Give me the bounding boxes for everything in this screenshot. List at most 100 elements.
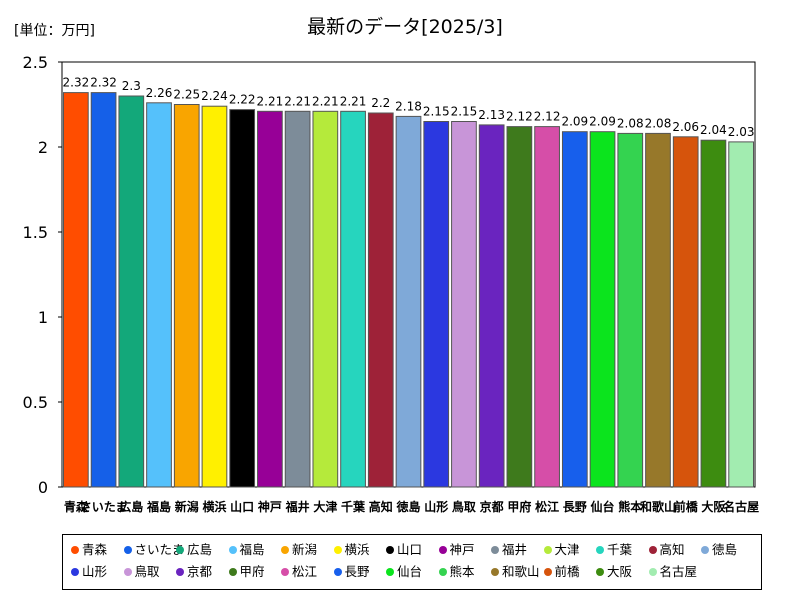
- legend-color-dot: [386, 568, 394, 576]
- legend-item: 千葉: [596, 542, 632, 558]
- bar: [118, 95, 145, 488]
- legend-color-dot: [281, 568, 289, 576]
- legend-color-dot: [228, 546, 237, 554]
- legend-label: 青森: [82, 542, 108, 557]
- bar-value-label: 2.08: [617, 116, 644, 130]
- x-tick-label: 大阪: [701, 499, 726, 514]
- bar: [146, 102, 172, 488]
- x-tick-label: 鳥取: [452, 499, 476, 514]
- bar-value-label: 2.03: [728, 125, 755, 139]
- bar-value-label: 2.22: [229, 93, 256, 107]
- y-tick-label: 0: [38, 478, 48, 497]
- legend-color-dot: [123, 568, 132, 576]
- legend-color-dot: [176, 568, 184, 576]
- legend-label: 前橋: [554, 564, 580, 579]
- legend-item: 前橋: [543, 564, 580, 580]
- bar: [617, 132, 644, 488]
- bar-value-label: 2.32: [90, 76, 117, 90]
- bar: [672, 136, 699, 488]
- legend-label: 神戸: [449, 542, 475, 557]
- bar: [63, 92, 89, 488]
- bar: [451, 121, 477, 488]
- x-tick-label: 前橋: [674, 499, 699, 514]
- legend-label: 山形: [82, 564, 108, 579]
- x-tick-label: 山形: [424, 499, 448, 514]
- legend: 青森 さいたま 広島 福島 新潟 横浜 山口 神戸 福井 大津 千葉 高知 徳島 山形 鳥取 京都 甲府 松江 長野…: [62, 534, 762, 590]
- bar: [201, 105, 228, 488]
- legend-color-dot: [281, 546, 289, 554]
- legend-label: 熊本: [449, 564, 475, 579]
- legend-item: 高知: [648, 542, 685, 558]
- legend-label: 徳島: [712, 542, 738, 557]
- bar-value-label: 2.08: [645, 116, 672, 130]
- legend-color-dot: [228, 568, 237, 576]
- legend-label: 和歌山: [502, 564, 540, 579]
- legend-item: 山形: [71, 564, 107, 580]
- legend-label: さいたま: [134, 542, 185, 557]
- legend-item: 神戸: [438, 542, 475, 558]
- legend-item: 大津: [543, 542, 580, 558]
- x-tick-label: 広島: [119, 499, 143, 514]
- legend-label: 福井: [502, 542, 528, 557]
- legend-item: 大阪: [596, 564, 632, 580]
- bar-value-label: 2.21: [340, 94, 367, 108]
- y-tick-label: 1.5: [23, 223, 48, 242]
- legend-item: 鳥取: [123, 564, 160, 580]
- legend-label: 千葉: [607, 542, 633, 557]
- y-tick-label: 2: [38, 138, 48, 157]
- x-tick-label: 福島: [146, 499, 171, 514]
- bar-value-label: 2.18: [395, 99, 422, 113]
- legend-label: 新潟: [292, 542, 318, 557]
- legend-label: 松江: [292, 564, 318, 579]
- bar-value-label: 2.21: [312, 94, 339, 108]
- x-tick-label: 長野: [563, 499, 587, 514]
- legend-color-dot: [71, 568, 79, 576]
- bar-value-label: 2.32: [63, 76, 90, 90]
- legend-color-dot: [386, 546, 394, 554]
- x-tick-label: 神戸: [258, 499, 282, 514]
- legend-label: 仙台: [397, 564, 423, 579]
- legend-label: 名古屋: [659, 564, 698, 579]
- bar-value-label: 2.26: [146, 86, 173, 100]
- bar-value-label: 2.3: [122, 79, 141, 93]
- y-tick-label: 0.5: [23, 393, 48, 412]
- legend-label: 福島: [239, 542, 265, 557]
- legend-color-dot: [438, 546, 447, 554]
- legend-label: 長野: [344, 564, 370, 579]
- x-tick-label: 高知: [369, 499, 393, 514]
- bar: [506, 126, 533, 488]
- x-tick-label: 京都: [480, 499, 504, 514]
- bar: [340, 110, 366, 488]
- legend-item: 横浜: [333, 542, 370, 558]
- x-tick-label: 徳島: [395, 499, 420, 514]
- legend-color-dot: [333, 546, 342, 554]
- bar: [257, 110, 283, 488]
- bar-value-label: 2.25: [173, 88, 200, 102]
- bar: [728, 141, 755, 488]
- legend-label: 京都: [187, 564, 213, 579]
- legend-label: 横浜: [344, 542, 370, 557]
- bar: [534, 126, 560, 488]
- legend-label: 大津: [554, 542, 580, 557]
- bar-value-label: 2.15: [451, 105, 478, 119]
- x-tick-label: 横浜: [202, 499, 226, 514]
- legend-color-dot: [491, 546, 499, 554]
- legend-color-dot: [71, 546, 79, 554]
- legend-color-dot: [596, 568, 604, 576]
- x-tick-label: 松江: [535, 499, 559, 514]
- legend-item: 新潟: [281, 542, 317, 558]
- x-tick-label: さいたま: [80, 500, 128, 514]
- legend-item: 福井: [491, 542, 527, 558]
- x-tick-label: 千葉: [341, 499, 366, 514]
- legend-color-dot: [648, 546, 657, 554]
- chart-title: 最新のデータ[2025/3]: [307, 16, 503, 38]
- legend-color-dot: [123, 546, 132, 554]
- bar: [90, 92, 117, 488]
- x-tick-label: 山口: [230, 499, 254, 514]
- bar-value-label: 2.15: [423, 105, 450, 119]
- legend-item: 長野: [333, 564, 370, 580]
- legend-color-dot: [701, 546, 709, 554]
- legend-item: 青森: [71, 542, 107, 558]
- bar: [229, 109, 256, 488]
